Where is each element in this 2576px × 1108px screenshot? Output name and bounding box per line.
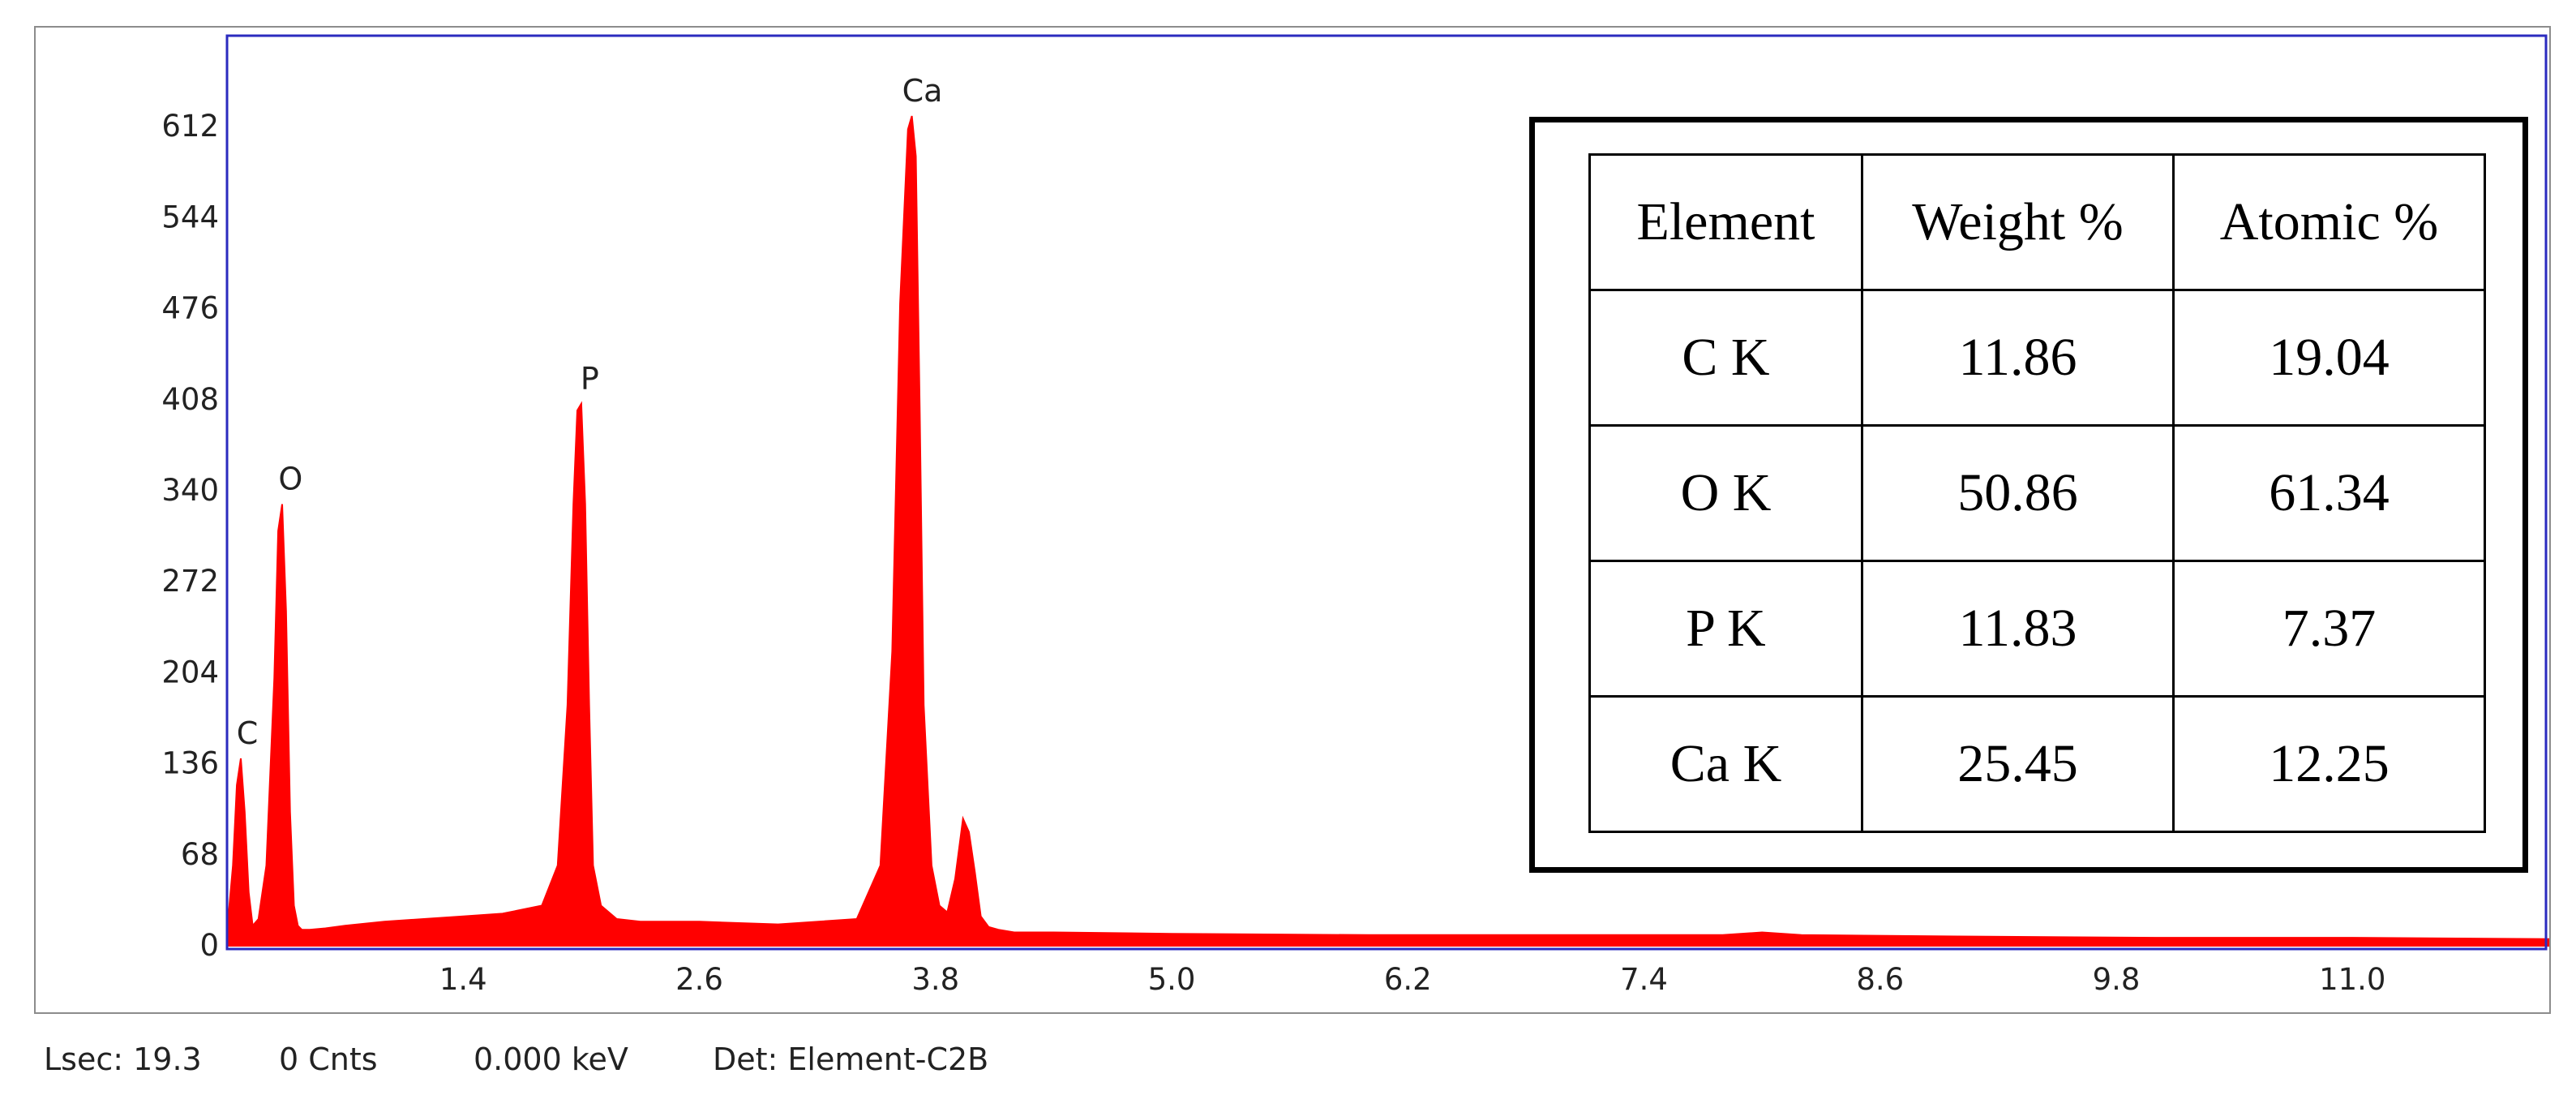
plot-area-border bbox=[225, 34, 2548, 951]
cell-weight: 25.45 bbox=[1861, 695, 2175, 833]
x-tick-label: 9.8 bbox=[2093, 962, 2141, 997]
peak-label-c: C bbox=[237, 715, 259, 751]
x-tick-label: 2.6 bbox=[675, 962, 723, 997]
cell-element: O K bbox=[1588, 424, 1863, 562]
y-tick-label: 0 bbox=[199, 928, 219, 963]
table-row: Ca K 25.45 12.25 bbox=[1588, 695, 2486, 833]
x-tick-label: 5.0 bbox=[1148, 962, 1196, 997]
cell-atomic: 7.37 bbox=[2172, 560, 2486, 698]
y-tick-label: 272 bbox=[161, 564, 219, 599]
cell-atomic: 12.25 bbox=[2172, 695, 2486, 833]
x-tick-label: 3.8 bbox=[911, 962, 959, 997]
cell-weight: 11.83 bbox=[1861, 560, 2175, 698]
y-tick-label: 408 bbox=[161, 382, 219, 417]
spectrum-series bbox=[226, 115, 2549, 947]
header-weight: Weight % bbox=[1861, 153, 2175, 291]
x-tick-label: 7.4 bbox=[1620, 962, 1668, 997]
y-tick-label: 68 bbox=[181, 837, 219, 872]
y-tick-label: 340 bbox=[161, 473, 219, 508]
y-tick-label: 476 bbox=[161, 291, 219, 326]
composition-table-box: Element Weight % Atomic % C K 11.86 19.0… bbox=[1529, 117, 2528, 873]
table-row: C K 11.86 19.04 bbox=[1588, 289, 2486, 427]
peak-label-o: O bbox=[278, 462, 302, 497]
x-tick-label: 8.6 bbox=[1856, 962, 1904, 997]
y-tick-label: 612 bbox=[161, 109, 219, 144]
status-lsec: Lsec: 19.3 bbox=[44, 1041, 202, 1077]
spectrum-plot: 0 68 136 204 272 340 408 476 544 612 1.4 2.6 3.8 5.0… bbox=[161, 34, 2549, 997]
y-tick-label: 204 bbox=[161, 655, 219, 689]
status-kev: 0.000 keV bbox=[474, 1041, 628, 1077]
header-atomic: Atomic % bbox=[2172, 153, 2486, 291]
cell-element: C K bbox=[1588, 289, 1863, 427]
x-tick-label: 11.0 bbox=[2319, 962, 2385, 997]
spectrum-chart-frame: 0 68 136 204 272 340 408 476 544 612 1.4 2.6 3.8 5.0… bbox=[34, 26, 2551, 1014]
cell-atomic: 19.04 bbox=[2172, 289, 2486, 427]
y-tick-label: 136 bbox=[161, 746, 219, 781]
y-tick-label: 544 bbox=[161, 200, 219, 234]
composition-table: Element Weight % Atomic % C K 11.86 19.0… bbox=[1588, 153, 2486, 833]
status-detector: Det: Element-C2B bbox=[713, 1041, 989, 1077]
cell-weight: 11.86 bbox=[1861, 289, 2175, 427]
status-counts: 0 Cnts bbox=[279, 1041, 378, 1077]
cell-atomic: 61.34 bbox=[2172, 424, 2486, 562]
cell-element: P K bbox=[1588, 560, 1863, 698]
cell-weight: 50.86 bbox=[1861, 424, 2175, 562]
x-tick-label: 1.4 bbox=[439, 962, 487, 997]
peak-label-ca: Ca bbox=[902, 73, 943, 109]
header-element: Element bbox=[1588, 153, 1863, 291]
table-header-row: Element Weight % Atomic % bbox=[1588, 153, 2486, 291]
x-tick-label: 6.2 bbox=[1384, 962, 1432, 997]
table-row: P K 11.83 7.37 bbox=[1588, 560, 2486, 698]
table-row: O K 50.86 61.34 bbox=[1588, 424, 2486, 562]
cell-element: Ca K bbox=[1588, 695, 1863, 833]
peak-label-p: P bbox=[581, 361, 599, 397]
status-bar: Lsec: 19.3 0 Cnts 0.000 keV Det: Element… bbox=[44, 1037, 988, 1082]
